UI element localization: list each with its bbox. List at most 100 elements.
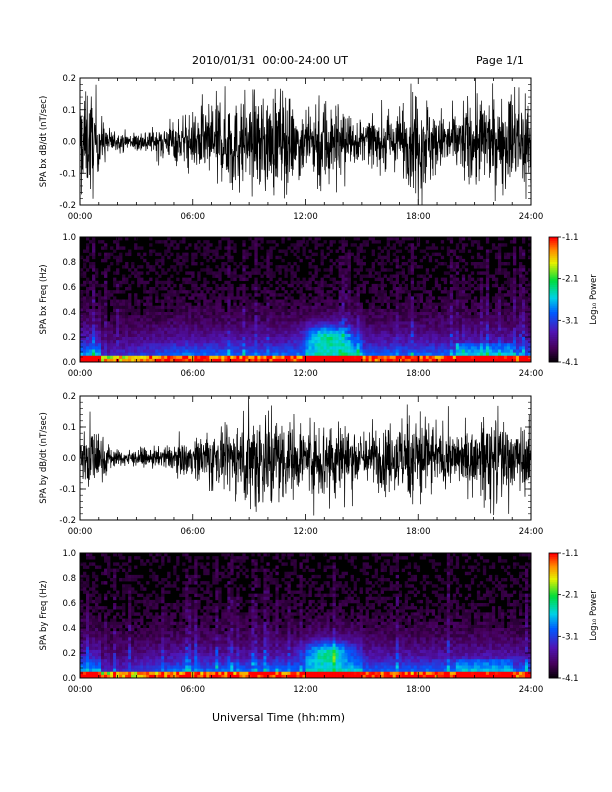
spectrogram-cell [509, 290, 514, 294]
spectrogram-cell [365, 330, 369, 335]
spectrogram-cell [248, 293, 252, 297]
spectrogram-cell [485, 262, 490, 266]
spectrogram-cell [146, 290, 150, 294]
spectrogram-cell [452, 262, 457, 266]
spectrogram-cell [92, 593, 96, 598]
spectrogram-cell [326, 340, 330, 344]
spectrogram-cell [314, 271, 318, 275]
spectrogram-cell [212, 249, 216, 253]
spectrogram-cell [146, 299, 150, 303]
spectrogram-cell [356, 308, 360, 313]
spectrogram-cell [497, 299, 502, 303]
spectrogram-cell [374, 327, 378, 332]
spectrogram-cell [476, 324, 481, 328]
spectrogram-cell [260, 321, 264, 325]
spectrogram-cell [170, 287, 174, 291]
spectrogram-cell [377, 337, 381, 341]
spectrogram-cell [83, 590, 87, 594]
spectrogram-cell [224, 268, 228, 272]
spectrogram-cell [146, 280, 150, 285]
spectrogram-cell [371, 324, 375, 328]
spectrogram-cell [206, 305, 210, 310]
spectrogram-cell [374, 318, 378, 322]
spectrogram-cell [506, 277, 511, 282]
spectrogram-cell [113, 277, 117, 282]
spectrogram-cell [95, 352, 99, 357]
spectrogram-cell [281, 340, 285, 344]
spectrogram-cell [92, 296, 96, 300]
spectrogram-cell [521, 333, 526, 338]
spectrogram-cell [182, 337, 186, 341]
spectrogram-cell [344, 302, 348, 307]
spectrogram-cell [437, 355, 442, 360]
spectrogram-cell [518, 252, 523, 257]
spectrogram-cell [185, 258, 189, 263]
spectrogram-cell [203, 318, 207, 322]
spectrogram-cell [353, 324, 357, 328]
spectrogram-cell [158, 340, 162, 344]
spectrogram-cell [263, 312, 267, 316]
spectrogram-cell [425, 355, 430, 360]
spectrogram-cell [464, 299, 469, 303]
spectrogram-cell [149, 340, 153, 344]
spectrogram-cell [461, 287, 466, 291]
spectrogram-cell [458, 258, 463, 263]
spectrogram-cell [176, 302, 180, 307]
spectrogram-cell [395, 271, 400, 275]
spectrogram-cell [323, 255, 327, 260]
spectrogram-cell [257, 302, 261, 307]
spectrogram-cell [485, 302, 490, 307]
spectrogram-cell [284, 268, 288, 272]
spectrogram-cell [314, 274, 318, 278]
spectrogram-cell [422, 333, 427, 338]
spectrogram-cell [245, 337, 249, 341]
spectrogram-cell [149, 308, 153, 313]
spectrogram-cell [158, 321, 162, 325]
spectrogram-cell [98, 640, 102, 644]
spectrogram-cell [317, 333, 321, 338]
spectrogram-cell [347, 324, 351, 328]
spectrogram-cell [500, 315, 505, 319]
spectrogram-cell [407, 346, 412, 350]
spectrogram-cell [404, 308, 409, 313]
spectrogram-cell [395, 240, 400, 244]
spectrogram-cell [308, 293, 312, 297]
spectrogram-cell [473, 302, 478, 307]
spectrogram-cell [101, 609, 105, 613]
spectrogram-cell [503, 268, 508, 272]
spectrogram-cell [230, 240, 234, 244]
spectrogram-cell [335, 302, 339, 307]
spectrogram-cell [359, 277, 363, 282]
spectrogram-cell [221, 262, 225, 266]
spectrogram-cell [416, 299, 421, 303]
spectrogram-cell [146, 330, 150, 335]
spectrogram-cell [476, 312, 481, 316]
spectrogram-cell [443, 340, 448, 344]
spectrogram-cell [497, 249, 502, 253]
spectrogram-cell [104, 646, 108, 651]
spectrogram-cell [413, 255, 418, 260]
spectrogram-cell [437, 330, 442, 335]
spectrogram-cell [86, 599, 90, 604]
spectrogram-cell [449, 277, 454, 282]
spectrogram-cell [104, 246, 108, 250]
spectrogram-cell [356, 262, 360, 266]
spectrogram-cell [518, 333, 523, 338]
spectrogram-cell [290, 337, 294, 341]
spectrogram-cell [104, 337, 108, 341]
spectrogram-cell [332, 287, 336, 291]
spectrogram-cell [338, 330, 342, 335]
spectrogram-cell [119, 302, 123, 307]
spectrogram-cell [293, 346, 297, 350]
spectrogram-cell [464, 308, 469, 313]
spectrogram-cell [89, 315, 93, 319]
spectrogram-cell [485, 240, 490, 244]
spectrogram-cell [416, 305, 421, 310]
spectrogram-cell [470, 346, 475, 350]
by-waveform-panel: 00:00 06:00 12:00 18:00 24:000.20.10.0-0.1-0… [39, 392, 543, 537]
spectrogram-cell [296, 352, 300, 357]
spectrogram-cell [101, 333, 105, 338]
spectrogram-cell [89, 618, 93, 623]
spectrogram-cell [95, 327, 99, 332]
spectrogram-cell [419, 312, 424, 316]
